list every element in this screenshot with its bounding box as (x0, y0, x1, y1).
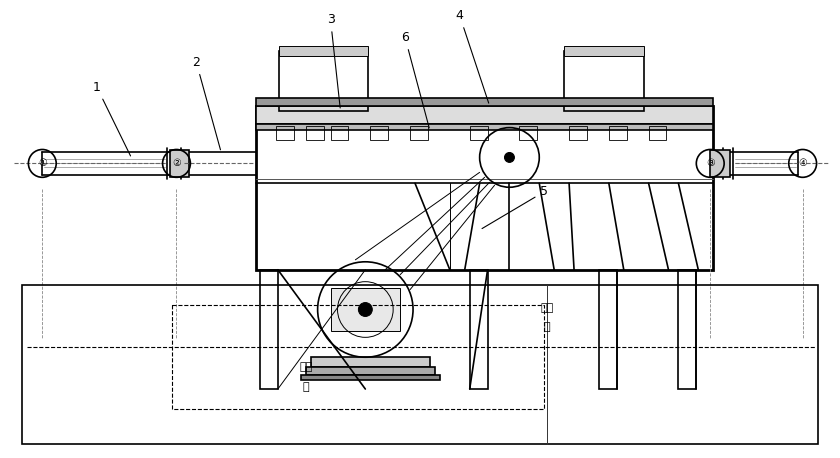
Text: ③: ③ (706, 158, 715, 169)
Text: 液压: 液压 (299, 362, 312, 372)
Bar (23, 285, 817, 444)
Bar (470, 270, 487, 389)
Text: 1: 1 (93, 81, 130, 156)
Text: ①: ① (38, 158, 47, 169)
Bar (648, 125, 666, 140)
Bar (279, 51, 368, 111)
Bar (564, 46, 643, 56)
Bar (256, 106, 713, 270)
Bar (410, 125, 428, 140)
Bar (711, 151, 730, 177)
Bar (306, 367, 435, 375)
Text: ④: ④ (798, 158, 807, 169)
Bar (331, 125, 349, 140)
Bar (256, 106, 713, 124)
Bar (370, 125, 388, 140)
Bar (276, 125, 294, 140)
Text: 2: 2 (192, 56, 220, 150)
Text: ②: ② (172, 158, 181, 169)
Bar (564, 51, 643, 111)
Bar (260, 270, 278, 389)
Bar (569, 125, 587, 140)
Bar (306, 125, 323, 140)
Bar (279, 46, 368, 56)
Bar (679, 270, 696, 389)
Bar (256, 124, 713, 130)
Text: 油: 油 (302, 382, 309, 392)
Text: 油: 油 (544, 322, 550, 333)
Bar (609, 125, 627, 140)
Circle shape (359, 303, 372, 316)
Bar (171, 305, 544, 409)
Bar (301, 375, 440, 380)
Bar (256, 98, 713, 106)
Bar (599, 270, 617, 389)
Bar (470, 125, 487, 140)
Bar (170, 151, 189, 177)
Circle shape (505, 153, 514, 163)
Text: 3: 3 (327, 13, 340, 108)
Text: 6: 6 (402, 31, 429, 128)
Bar (331, 288, 400, 332)
Text: 4: 4 (456, 9, 489, 103)
Bar (519, 125, 538, 140)
Text: 5: 5 (482, 185, 549, 229)
Bar (311, 357, 430, 367)
Text: 液压: 液压 (541, 303, 554, 312)
